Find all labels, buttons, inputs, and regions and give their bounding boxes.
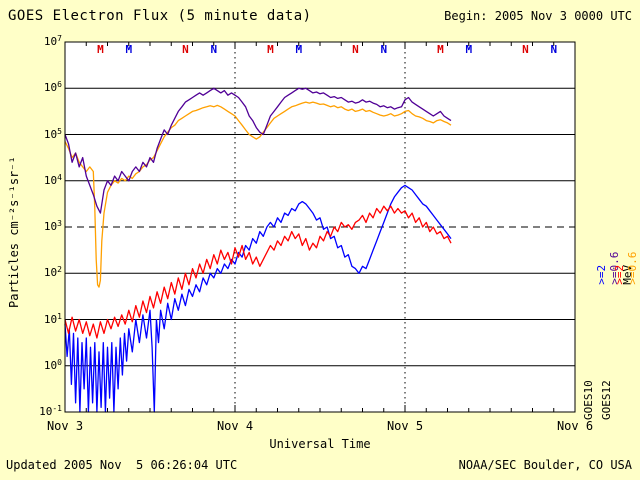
y-tick-label: 106 (43, 80, 62, 95)
legend-goes12-channels: >=2 >=0.6 MeV (600, 245, 640, 298)
series-goes12-e06 (64, 101, 452, 288)
series-goes10-e06 (64, 87, 452, 214)
marker-midnight: M (437, 43, 444, 56)
marker-midnight: M (267, 43, 274, 56)
marker-noon: N (352, 43, 359, 56)
x-tick-label: Nov 6 (556, 419, 594, 433)
begin-timestamp: Begin: 2005 Nov 3 0000 UTC (444, 9, 632, 23)
x-tick-label: Nov 3 (46, 419, 84, 433)
y-tick-label: 104 (43, 172, 62, 187)
marker-midnight: M (97, 43, 104, 56)
y-tick-label: 103 (43, 219, 62, 233)
marker-noon: N (182, 43, 189, 56)
y-tick-label: 105 (43, 126, 62, 141)
x-tick-label: Nov 5 (386, 419, 424, 433)
marker-noon: N (210, 43, 217, 56)
legend-goes12-ge06: >=0.6 (626, 251, 639, 285)
legend-goes10-name: GOES10 (582, 380, 595, 420)
y-tick-label: 100 (43, 357, 62, 372)
plot-frame (64, 41, 576, 413)
page-title: GOES Electron Flux (5 minute data) (8, 8, 312, 24)
marker-noon: N (380, 43, 387, 56)
y-tick-label: 10-1 (39, 404, 62, 418)
y-tick-label: 107 (43, 34, 62, 48)
marker-midnight: M (125, 43, 132, 56)
series-goes10-e2 (64, 184, 452, 413)
marker-noon: N (550, 43, 557, 56)
legend-goes12-name: GOES12 (600, 380, 613, 420)
y-tick-label: 101 (43, 311, 62, 326)
legend-goes12-ge2: >=2 (613, 264, 626, 285)
marker-midnight: M (465, 43, 472, 56)
marker-noon: N (522, 43, 529, 56)
x-tick-label: Nov 4 (216, 419, 254, 433)
y-tick-label: 102 (43, 265, 62, 280)
updated-timestamp: Updated 2005 Nov 5 06:26:04 UTC (6, 458, 238, 472)
series-goes12-e2 (64, 205, 452, 339)
x-axis-label: Universal Time (269, 437, 371, 451)
marker-midnight: M (295, 43, 302, 56)
source-attribution: NOAA/SEC Boulder, CO USA (458, 458, 632, 472)
